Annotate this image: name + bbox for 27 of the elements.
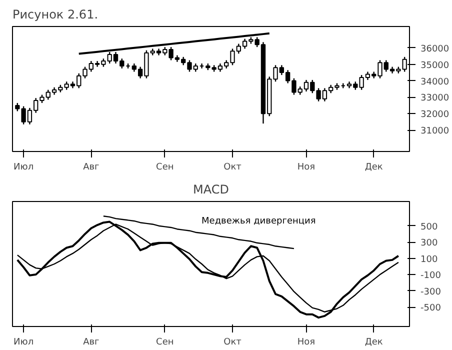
x-tick-label: Сен [156,162,174,172]
x-tick-label: Июл [14,162,34,172]
x-tick-label: Июл [14,338,34,348]
chart-title: MACD [193,182,229,196]
chart-title: Рисунок 2.61. [12,8,98,22]
y-tick-label: 31000 [420,126,450,137]
y-tick-label: 34000 [420,77,450,88]
annotation: Медвежья дивергенция [202,216,316,226]
x-tick-label: Авг [83,338,100,348]
x-tick-label: Окт [224,338,242,348]
x-tick-label: Ноя [297,162,316,172]
y-tick-label: -500 [420,304,442,314]
y-tick-label: 33000 [420,94,450,104]
x-tick-label: Ноя [297,338,316,348]
x-tick-label: Авг [83,162,100,172]
y-tick-label: 100 [420,254,438,265]
x-tick-label: Дек [364,338,384,348]
x-tick-label: Окт [224,162,242,172]
y-tick-label: -100 [420,271,442,282]
y-tick-label: 300 [420,238,438,249]
y-tick-label: -300 [420,287,442,298]
y-tick-label: 32000 [420,110,450,120]
x-tick-label: Сен [156,338,174,348]
y-tick-label: 35000 [420,60,450,71]
y-tick-label: 500 [420,222,438,232]
y-tick-label: 36000 [420,44,450,54]
x-tick-label: Дек [364,162,384,172]
